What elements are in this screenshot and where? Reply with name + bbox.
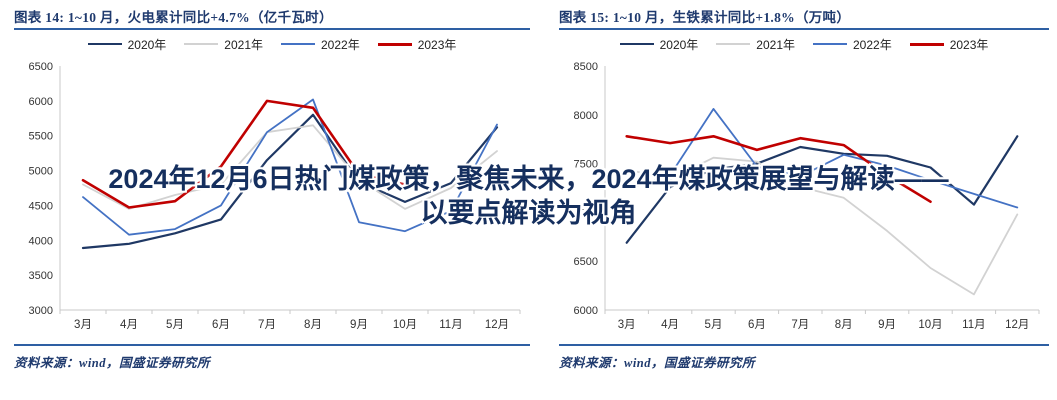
x-tick-label: 3月 <box>74 319 92 331</box>
x-tick-label: 3月 <box>618 319 636 331</box>
y-tick-label: 7000 <box>574 207 598 219</box>
y-tick-label: 3000 <box>29 305 53 317</box>
legend-swatch-icon <box>619 43 654 45</box>
series-line-2020年 <box>81 113 499 250</box>
x-tick-label: 11月 <box>439 319 462 331</box>
legend-item-2022年: 2022年 <box>281 36 360 53</box>
legend-swatch-icon <box>87 43 122 45</box>
y-tick-label: 3500 <box>29 270 53 282</box>
series-line-2023年 <box>625 135 932 203</box>
x-tick-label: 12月 <box>485 319 509 331</box>
y-tick-label: 4000 <box>29 235 53 247</box>
legend-item-2023年: 2023年 <box>909 36 989 53</box>
legend-swatch-icon <box>909 42 944 46</box>
series-line-2021年 <box>82 124 498 210</box>
legend-item-2020年: 2020年 <box>87 36 167 53</box>
x-tick-label: 6月 <box>212 319 230 331</box>
legend-label: 2022年 <box>853 37 892 52</box>
legend-item-2022年: 2022年 <box>813 36 892 53</box>
line-chart-thermal-power: 3000 3500 4000 4500 5000 5500 6000 6500 3月 4月 5月 6月… <box>29 61 521 331</box>
legend-label: 2021年 <box>756 37 795 52</box>
source-divider <box>14 344 530 346</box>
legend-item-2023年: 2023年 <box>377 36 457 53</box>
y-tick-label: 6500 <box>574 256 598 268</box>
x-tick-label: 9月 <box>878 319 896 331</box>
series-line-2021年 <box>625 156 1019 296</box>
legend-item-2020年: 2020年 <box>619 36 699 53</box>
x-tick-label: 8月 <box>835 319 853 331</box>
x-tick-label: 7月 <box>791 319 809 331</box>
legend-label: 2023年 <box>417 37 457 52</box>
series-line-2020年 <box>625 135 1019 244</box>
x-tick-label: 7月 <box>258 319 276 331</box>
x-tick-label: 12月 <box>1005 319 1029 331</box>
y-tick-label: 8500 <box>574 61 598 73</box>
legend-label: 2020年 <box>659 37 699 52</box>
chart-legend: 2020年 2021年 2022年 2023年 <box>559 36 1049 52</box>
y-tick-label: 6500 <box>29 61 53 73</box>
chart-title-pig-iron: 图表 15: 1~10 月，生铁累计同比+1.8%（万吨） <box>559 10 851 25</box>
x-tick-label: 10月 <box>393 319 417 331</box>
legend-swatch-icon <box>813 43 847 45</box>
source-divider <box>559 344 1049 346</box>
x-tick-label: 9月 <box>350 319 368 331</box>
legend-label: 2020年 <box>127 37 167 52</box>
y-tick-label: 5000 <box>29 166 53 178</box>
legend-label: 2021年 <box>224 37 263 52</box>
y-tick-label: 8000 <box>574 110 598 122</box>
series-line-2022年 <box>625 108 1019 209</box>
legend-swatch-icon <box>377 42 412 46</box>
y-tick-label: 5500 <box>29 131 53 143</box>
x-tick-label: 5月 <box>166 319 184 331</box>
x-tick-label: 4月 <box>120 319 138 331</box>
chart-source: 资料来源：wind，国盛证券研究所 <box>559 356 756 370</box>
x-tick-label: 8月 <box>304 319 322 331</box>
y-tick-label: 6000 <box>29 96 53 108</box>
legend-label: 2022年 <box>321 37 360 52</box>
x-tick-label: 11月 <box>962 319 985 331</box>
legend-item-2021年: 2021年 <box>184 36 263 53</box>
chart-panel-pig-iron: 图表 15: 1~10 月，生铁累计同比+1.8%（万吨） 2020年 2021年… <box>559 6 1049 371</box>
x-tick-label: 5月 <box>705 319 723 331</box>
legend-label: 2023年 <box>949 37 989 52</box>
legend-item-2021年: 2021年 <box>716 36 795 53</box>
chart-source: 资料来源：wind，国盛证券研究所 <box>14 356 211 370</box>
x-tick-label: 4月 <box>661 319 679 331</box>
title-divider <box>14 28 530 30</box>
y-tick-label: 7500 <box>574 159 598 171</box>
series-line-2022年 <box>82 98 498 236</box>
series-line-2023年 <box>81 99 407 209</box>
chart-legend: 2020年 2021年 2022年 2023年 <box>14 36 530 52</box>
chart-title-thermal-power: 图表 14: 1~10 月，火电累计同比+4.7%（亿千瓦时） <box>14 10 333 25</box>
x-tick-label: 6月 <box>748 319 766 331</box>
legend-swatch-icon <box>184 43 219 45</box>
chart-panel-thermal-power: 图表 14: 1~10 月，火电累计同比+4.7%（亿千瓦时） 2020年 202… <box>14 6 530 371</box>
y-tick-label: 6000 <box>574 305 598 317</box>
x-tick-label: 10月 <box>918 319 942 331</box>
legend-swatch-icon <box>716 43 751 45</box>
y-tick-label: 4500 <box>29 200 53 212</box>
line-chart-pig-iron: 6000 6500 7000 7500 8000 8500 3月 4月 5月 6月 7月 8月 9月 10… <box>574 61 1040 331</box>
legend-swatch-icon <box>281 43 315 45</box>
title-divider <box>559 28 1049 30</box>
